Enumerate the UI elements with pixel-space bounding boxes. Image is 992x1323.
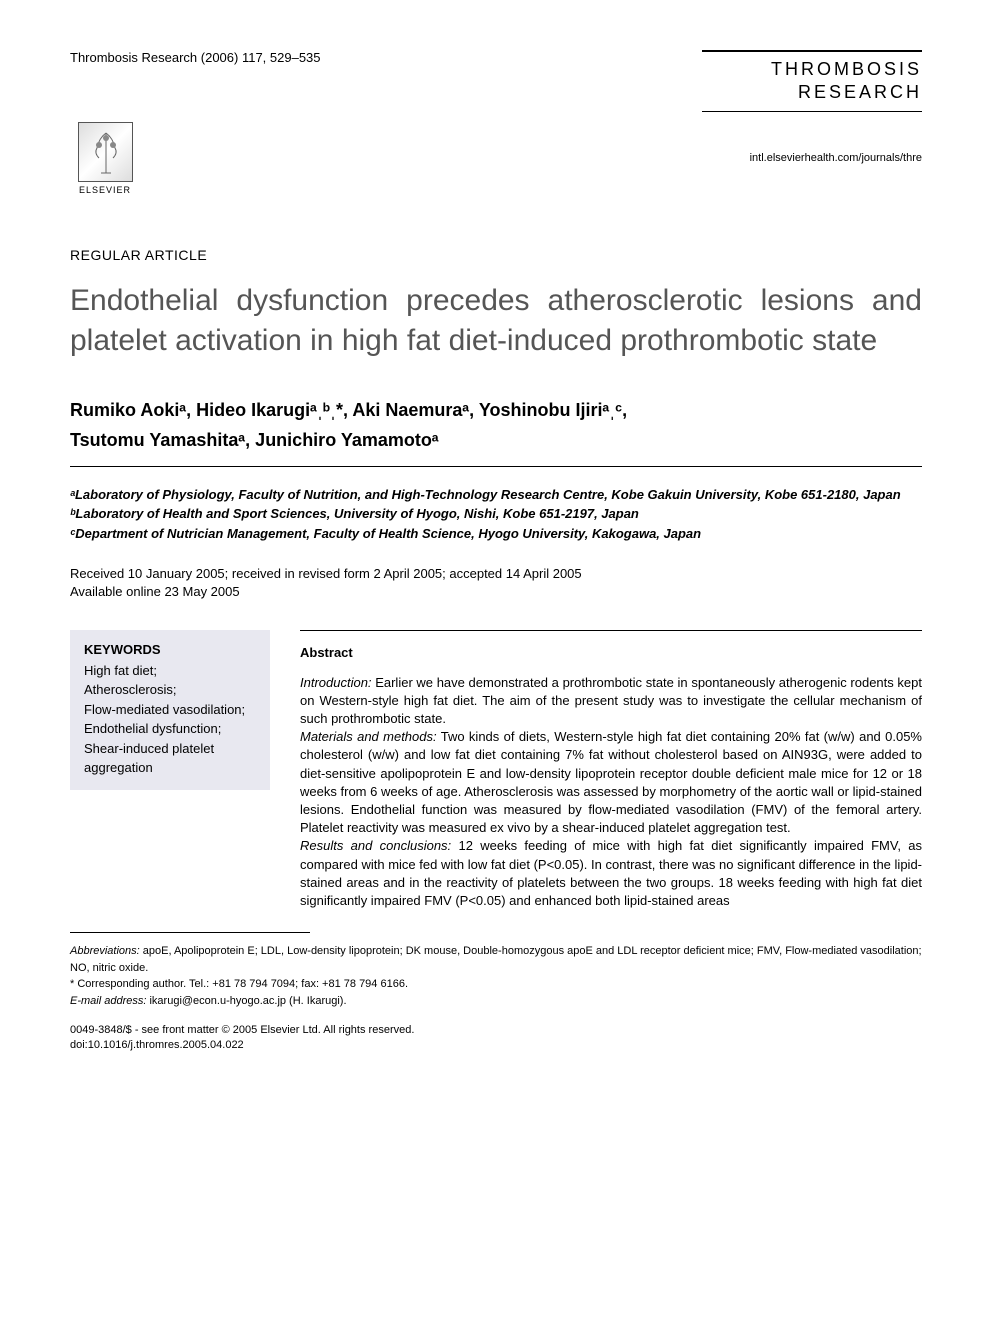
affiliations: ᵃLaboratory of Physiology, Faculty of Nu…: [70, 485, 922, 544]
journal-block: THROMBOSIS RESEARCH: [702, 50, 922, 112]
author-separator: [70, 466, 922, 467]
keywords-list: High fat diet; Atherosclerosis; Flow-med…: [84, 661, 256, 778]
affiliation-a: ᵃLaboratory of Physiology, Faculty of Nu…: [70, 485, 922, 505]
logo-row: ELSEVIER intl.elsevierhealth.com/journal…: [70, 122, 922, 207]
abbrev-text: apoE, Apolipoprotein E; LDL, Low-density…: [70, 945, 922, 974]
affiliation-b: ᵇLaboratory of Health and Sport Sciences…: [70, 504, 922, 524]
journal-title-line2: RESEARCH: [702, 81, 922, 111]
abstract-text: Introduction: Earlier we have demonstrat…: [300, 674, 922, 910]
doi-line: doi:10.1016/j.thromres.2005.04.022: [70, 1038, 922, 1053]
authors-line1: Rumiko Aokiᵃ, Hideo Ikarugiᵃˌᵇˌ*, Aki Na…: [70, 397, 922, 424]
journal-url[interactable]: intl.elsevierhealth.com/journals/thre: [750, 152, 922, 164]
header-row: Thrombosis Research (2006) 117, 529–535 …: [70, 50, 922, 112]
methods-text: Two kinds of diets, Western-style high f…: [300, 729, 922, 835]
article-title: Endothelial dysfunction precedes atheros…: [70, 281, 922, 362]
copyright-line1: 0049-3848/$ - see front matter © 2005 El…: [70, 1023, 922, 1038]
footnote-separator: [70, 932, 310, 933]
elsevier-logo: ELSEVIER: [70, 122, 140, 207]
intro-text: Earlier we have demonstrated a prothromb…: [300, 675, 922, 726]
methods-label: Materials and methods:: [300, 729, 437, 744]
email-address[interactable]: ikarugi@econ.u-hyogo.ac.jp (H. Ikarugi).: [146, 995, 346, 1007]
online-date: Available online 23 May 2005: [70, 583, 922, 601]
abstract-block: Abstract Introduction: Earlier we have d…: [300, 630, 922, 910]
citation-text: Thrombosis Research (2006) 117, 529–535: [70, 50, 321, 65]
publisher-name: ELSEVIER: [79, 185, 131, 195]
email-line: E-mail address: ikarugi@econ.u-hyogo.ac.…: [70, 993, 922, 1010]
corresponding-author: * Corresponding author. Tel.: +81 78 794…: [70, 976, 922, 993]
email-label: E-mail address:: [70, 995, 146, 1007]
article-dates: Received 10 January 2005; received in re…: [70, 565, 922, 601]
abbrev-label: Abbreviations:: [70, 945, 140, 957]
elsevier-tree-icon: [78, 122, 133, 182]
received-date: Received 10 January 2005; received in re…: [70, 565, 922, 583]
copyright-block: 0049-3848/$ - see front matter © 2005 El…: [70, 1023, 922, 1054]
journal-title-line1: THROMBOSIS: [702, 58, 922, 81]
authors-line2: Tsutomu Yamashitaᵃ, Junichiro Yamamotoᵃ: [70, 427, 922, 454]
keywords-title: KEYWORDS: [84, 642, 256, 657]
footnotes: Abbreviations: apoE, Apolipoprotein E; L…: [70, 943, 922, 1009]
results-label: Results and conclusions:: [300, 838, 451, 853]
intro-label: Introduction:: [300, 675, 372, 690]
abstract-heading: Abstract: [300, 645, 922, 660]
keywords-box: KEYWORDS High fat diet; Atherosclerosis;…: [70, 630, 270, 790]
affiliation-c: ᶜDepartment of Nutrician Management, Fac…: [70, 524, 922, 544]
article-type: REGULAR ARTICLE: [70, 247, 922, 263]
abbreviations-line: Abbreviations: apoE, Apolipoprotein E; L…: [70, 943, 922, 976]
abstract-row: KEYWORDS High fat diet; Atherosclerosis;…: [70, 630, 922, 910]
